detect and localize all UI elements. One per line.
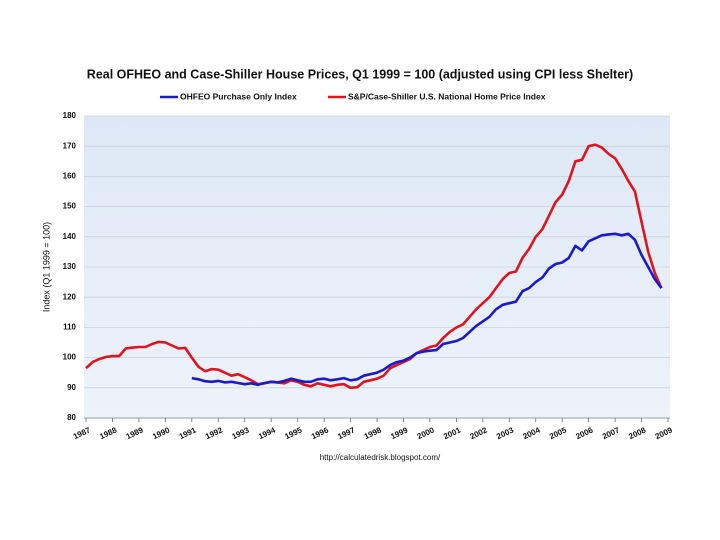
legend-label: S&P/Case-Shiller U.S. National Home Pric… xyxy=(348,91,546,101)
x-tick-label: 1993 xyxy=(231,425,251,441)
x-tick-label: 2009 xyxy=(654,425,674,441)
y-tick-label: 150 xyxy=(63,202,77,211)
y-tick-label: 140 xyxy=(63,232,77,241)
x-tick-label: 2005 xyxy=(548,425,568,441)
series-line xyxy=(191,232,663,387)
chart-title: Real OFHEO and Case-Shiller House Prices… xyxy=(87,67,633,81)
x-tick-label: 1995 xyxy=(283,425,303,441)
y-tick-label: 110 xyxy=(63,323,76,332)
y-tick-label: 130 xyxy=(63,262,77,271)
x-tick-label: 2003 xyxy=(495,425,515,441)
y-tick-label: 160 xyxy=(63,172,77,181)
source: http://calculatedrisk.blogspot.com/ xyxy=(320,453,441,462)
x-tick-label: 1992 xyxy=(204,425,224,441)
series-line xyxy=(85,143,663,390)
y-tick-label: 80 xyxy=(67,413,76,422)
y-tick-label: 90 xyxy=(67,383,76,392)
x-tick-label: 2004 xyxy=(522,425,542,441)
x-tick-label: 2000 xyxy=(416,425,436,441)
x-tick-label: 2006 xyxy=(574,425,594,441)
x-tick-label: 1991 xyxy=(178,425,198,441)
x-tick-label: 2001 xyxy=(442,425,462,441)
x-tick-label: 1987 xyxy=(72,425,92,441)
x-tick-label: 1999 xyxy=(389,425,409,441)
legend-label: OHFEO Purchase Only Index xyxy=(180,91,297,101)
x-tick-label: 1988 xyxy=(98,425,118,441)
x-tick-label: 1997 xyxy=(336,425,356,441)
x-tick-label: 2002 xyxy=(469,425,489,441)
x-tick-label: 1998 xyxy=(363,425,383,441)
x-tick-label: 1996 xyxy=(310,425,330,441)
x-tick-label: 2008 xyxy=(627,425,647,441)
x-tick-label: 1990 xyxy=(151,425,171,441)
x-tick-label: 1989 xyxy=(125,425,145,441)
x-tick-label: 1994 xyxy=(257,425,277,441)
y-tick-label: 170 xyxy=(63,141,77,150)
x-tick-label: 2007 xyxy=(601,425,621,441)
y-tick-label: 180 xyxy=(63,111,77,120)
y-tick-label: 120 xyxy=(63,292,77,301)
y-tick-label: 100 xyxy=(63,353,77,362)
y-axis-label: Index (Q1 1999 = 100) xyxy=(41,222,51,312)
